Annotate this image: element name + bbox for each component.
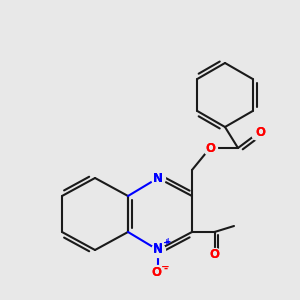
Text: +: + xyxy=(164,237,170,246)
Text: −: − xyxy=(161,262,170,272)
Text: N: N xyxy=(153,172,163,184)
Text: O: O xyxy=(255,127,266,140)
Text: O: O xyxy=(152,266,161,278)
Text: O: O xyxy=(209,248,220,261)
Text: O: O xyxy=(152,266,161,278)
Text: O: O xyxy=(205,142,215,154)
Text: N: N xyxy=(153,242,163,255)
Text: N: N xyxy=(153,172,163,184)
Text: -: - xyxy=(164,264,168,274)
Text: O: O xyxy=(209,248,220,261)
Text: O: O xyxy=(205,142,215,154)
Text: O: O xyxy=(255,127,266,140)
Text: +: + xyxy=(163,238,170,247)
Text: N: N xyxy=(153,243,163,256)
